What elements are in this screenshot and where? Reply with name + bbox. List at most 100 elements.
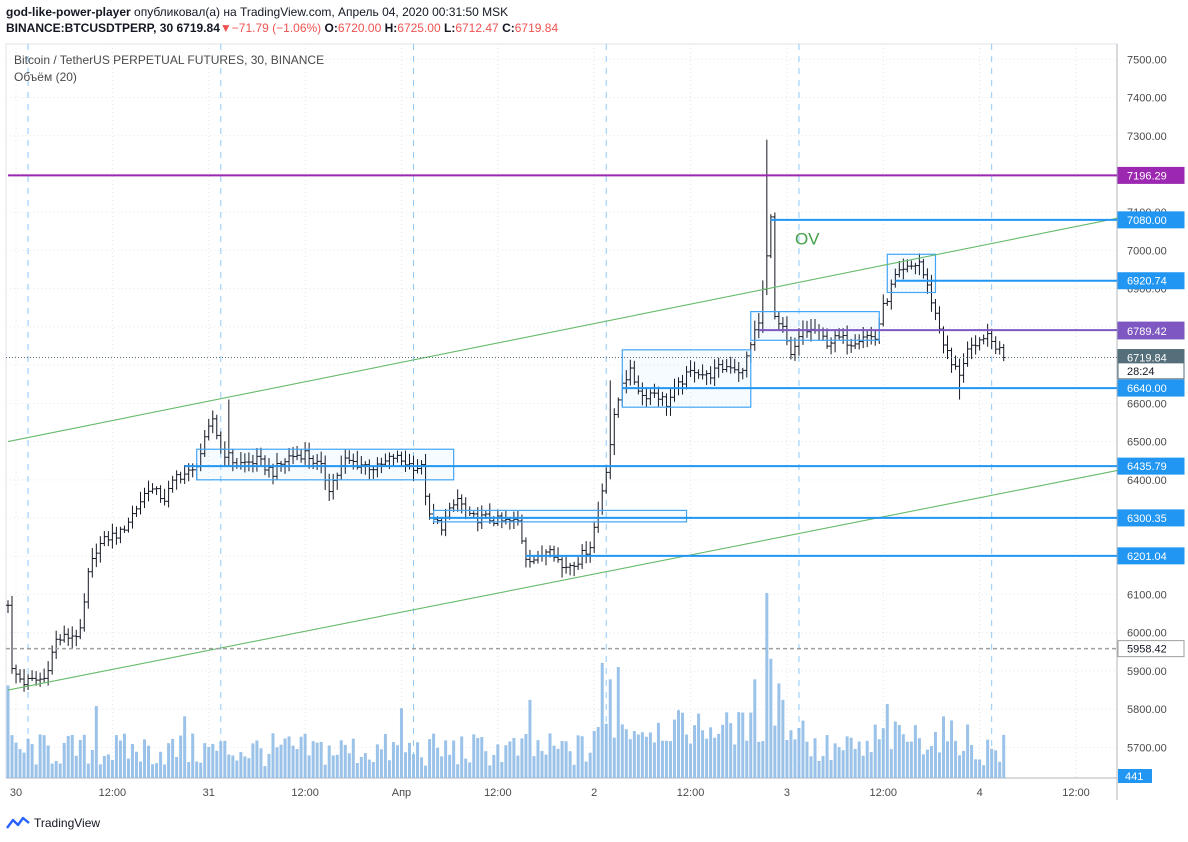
volume-bar (315, 742, 319, 778)
candle (266, 458, 271, 478)
volume-bar (608, 679, 612, 778)
candle (744, 351, 749, 378)
volume-bar (22, 752, 26, 778)
author-name[interactable]: god-like-power-player (6, 5, 131, 19)
volume-bar (259, 748, 263, 778)
candle (295, 445, 300, 461)
volume-bar (114, 735, 118, 778)
candle (728, 356, 733, 374)
price-tag-box (1117, 379, 1185, 397)
candle (359, 456, 364, 474)
published-info: опубликовал(а) на TradingView.com, Апрел… (134, 5, 509, 19)
candle (905, 259, 910, 273)
volume-bar (701, 730, 705, 778)
volume-bar (235, 760, 239, 778)
volume-bar (492, 754, 496, 778)
volume-bar (355, 763, 359, 778)
volume-bar (966, 724, 970, 778)
candle (246, 452, 251, 472)
candle (576, 557, 581, 570)
candle (226, 399, 231, 467)
price-tag-box (1117, 272, 1185, 290)
candle (632, 360, 637, 385)
volume-bar (761, 741, 765, 778)
candle (315, 454, 320, 470)
volume-bar (299, 736, 303, 778)
volume-bar (102, 755, 106, 778)
x-tick-label: 12:00 (870, 787, 898, 799)
candle (652, 383, 657, 399)
candle (367, 459, 372, 480)
volume-bar (596, 727, 600, 778)
symbol-label[interactable]: BINANCE:BTCUSDTPERP, 30 (6, 21, 174, 35)
volume-bar (532, 756, 536, 778)
volume-bar (729, 723, 733, 778)
volume-bar (929, 746, 933, 778)
volume-bar (460, 736, 464, 778)
brand-name[interactable]: TradingView (34, 816, 101, 830)
open-value: 6720.00 (337, 21, 382, 35)
chart-title[interactable]: Bitcoin / TetherUS PERPETUAL FUTURES, 30… (14, 53, 325, 67)
volume-bar (817, 760, 821, 778)
volume-bar (640, 732, 644, 778)
candle (708, 366, 713, 385)
volume-bar (255, 740, 259, 778)
candle (102, 531, 107, 547)
candle (977, 337, 982, 351)
candle (997, 341, 1002, 355)
volume-bar (167, 743, 171, 778)
candle (740, 367, 745, 380)
candle (138, 491, 143, 515)
volume-bar (14, 742, 18, 778)
close-value: 6719.84 (514, 21, 559, 35)
candle (961, 353, 966, 383)
volume-bar (339, 740, 343, 778)
x-tick-label: Апр (392, 787, 411, 799)
volume-bar (203, 743, 207, 778)
volume-bar (30, 744, 34, 778)
volume-bar (456, 764, 460, 778)
volume-bar (552, 745, 556, 778)
open-label: O: (324, 21, 338, 35)
candle (973, 335, 978, 355)
y-tick-label: 6100.00 (1127, 590, 1167, 602)
candle (889, 279, 894, 310)
volume-bar (717, 733, 721, 778)
candle (953, 355, 958, 370)
volume-bar (705, 738, 709, 778)
candle (732, 358, 737, 374)
volume-bar (628, 739, 632, 778)
volume-bar (885, 704, 889, 778)
volume-bar (580, 736, 584, 778)
candle (399, 451, 404, 467)
candle (704, 370, 709, 386)
x-tick-label: 30 (10, 787, 22, 799)
candle (170, 475, 175, 493)
volume-bar (837, 747, 841, 778)
candle (921, 258, 926, 279)
candle (568, 562, 573, 576)
volume-bar (504, 745, 508, 778)
volume-bar (10, 735, 14, 778)
candle (772, 212, 777, 320)
candle (949, 347, 954, 373)
volume-indicator-label[interactable]: Объём (20) (14, 70, 77, 84)
y-tick-label: 5700.00 (1127, 742, 1167, 754)
volume-bar (749, 712, 753, 778)
volume-bar (946, 741, 950, 778)
candle (363, 461, 368, 475)
candle (202, 430, 207, 458)
volume-bar (436, 747, 440, 778)
volume-bar (138, 761, 142, 778)
candle (395, 450, 400, 463)
volume-bar (82, 734, 86, 778)
volume-bar (805, 741, 809, 778)
volume-bar (195, 761, 199, 778)
volume-bar (275, 747, 279, 778)
price-tag-label: 5958.42 (1127, 644, 1167, 656)
candle (957, 358, 962, 400)
price-tag-box (1117, 211, 1185, 229)
x-tick-label: 12:00 (99, 787, 127, 799)
candle (981, 334, 986, 345)
